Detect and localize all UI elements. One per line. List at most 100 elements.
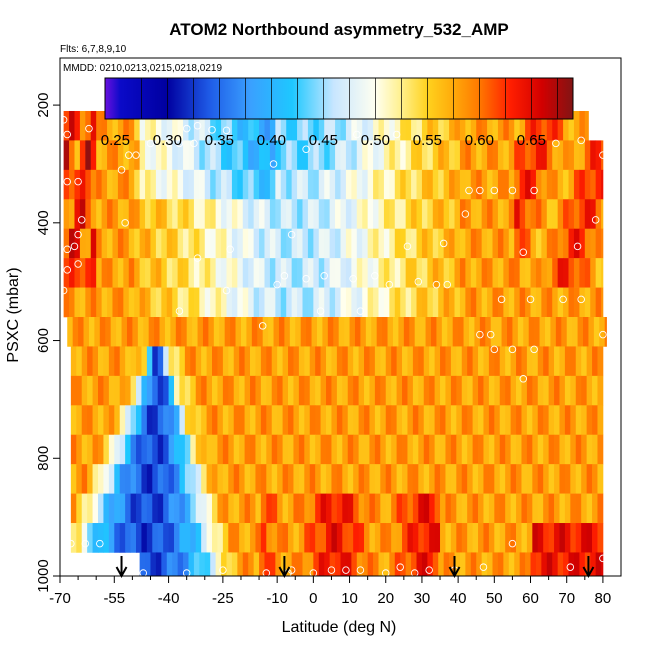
heatmap-cell xyxy=(581,346,588,377)
heatmap-cell xyxy=(195,375,202,406)
heatmap-cell xyxy=(411,169,417,200)
heatmap-cell xyxy=(461,346,468,377)
heatmap-cell xyxy=(179,464,186,494)
heatmap-cell xyxy=(96,199,103,229)
heatmap-cell xyxy=(233,434,240,465)
heatmap-cell xyxy=(239,523,245,553)
x-tick-label: 10 xyxy=(341,590,358,607)
profile-point xyxy=(559,295,567,304)
heatmap-cell xyxy=(351,140,358,171)
heatmap-cell xyxy=(454,140,461,171)
heatmap-cell xyxy=(423,346,430,377)
heatmap-cell xyxy=(288,375,294,406)
heatmap-cell xyxy=(519,199,526,229)
heatmap-cell xyxy=(123,258,130,288)
heatmap-cell xyxy=(63,228,70,259)
heatmap-cell xyxy=(264,552,271,577)
profile-point xyxy=(476,186,484,195)
heatmap-cell xyxy=(87,493,93,524)
heatmap-cell xyxy=(494,523,501,553)
heatmap-cell xyxy=(535,287,542,318)
heatmap-cell xyxy=(573,287,580,318)
heatmap-cell xyxy=(264,228,271,259)
heatmap-cell xyxy=(161,258,168,288)
y-axis-label: PSXC (mbar) xyxy=(5,267,22,362)
heatmap-cell xyxy=(201,346,207,377)
heatmap-cell xyxy=(476,258,483,288)
heatmap-cell xyxy=(554,434,560,465)
heatmap-cell xyxy=(564,434,571,465)
heatmap-cell xyxy=(152,464,159,494)
heatmap-cell xyxy=(172,169,179,200)
heatmap-cell xyxy=(378,228,385,259)
heatmap-cell xyxy=(497,199,504,229)
profile-point xyxy=(342,566,350,574)
heatmap-cell xyxy=(347,493,354,524)
heatmap-cell xyxy=(313,228,320,259)
heatmap-cell xyxy=(364,346,370,377)
heatmap-cell xyxy=(478,493,484,524)
heatmap-cell xyxy=(74,258,81,288)
heatmap-cell xyxy=(586,375,593,406)
heatmap-cell xyxy=(411,552,417,577)
heatmap-cell xyxy=(429,493,435,524)
heatmap-cell xyxy=(134,228,141,259)
heatmap-cell xyxy=(497,169,504,200)
heatmap-cell xyxy=(177,199,184,229)
heatmap-cell xyxy=(407,464,414,494)
heatmap-cell xyxy=(315,523,321,553)
heatmap-cell xyxy=(554,346,560,377)
heatmap-cell xyxy=(487,199,493,229)
heatmap-cell xyxy=(526,523,533,553)
heatmap-cell xyxy=(418,464,425,494)
heatmap-cell xyxy=(450,434,457,465)
profile-point xyxy=(566,563,575,571)
heatmap-cell xyxy=(166,140,173,171)
heatmap-cell xyxy=(546,258,553,288)
heatmap-cell xyxy=(291,228,298,259)
heatmap-cell xyxy=(139,169,146,200)
x-tick-label: -70 xyxy=(49,590,71,607)
heatmap-cell xyxy=(248,228,255,259)
heatmap-cell xyxy=(166,199,173,229)
heatmap-cell xyxy=(248,169,255,200)
heatmap-cell xyxy=(244,523,251,553)
profile-point xyxy=(356,566,365,574)
heatmap-cell xyxy=(597,375,604,406)
heatmap-cell xyxy=(108,405,115,436)
heatmap-cell xyxy=(237,258,244,288)
heatmap-cell xyxy=(164,317,171,347)
heatmap-cell xyxy=(190,523,197,553)
heatmap-cell xyxy=(470,258,477,288)
heatmap-cell xyxy=(141,346,148,377)
heatmap-cell xyxy=(590,287,597,318)
heatmap-cell xyxy=(179,434,186,465)
heatmap-cell xyxy=(253,258,260,288)
heatmap-cell xyxy=(340,287,347,318)
profile-point xyxy=(439,239,448,248)
heatmap-cell xyxy=(307,258,314,288)
heatmap-cell xyxy=(367,199,374,229)
heatmap-cell xyxy=(70,523,77,553)
heatmap-cell xyxy=(179,346,186,377)
heatmap-cell xyxy=(380,405,387,436)
heatmap-cell xyxy=(340,140,347,171)
y-tick-label: 400 xyxy=(35,210,52,235)
heatmap-cell xyxy=(563,552,569,577)
heatmap-cell xyxy=(573,110,580,141)
heatmap-cell xyxy=(183,552,189,577)
heatmap-cell xyxy=(313,169,320,200)
heatmap-cell xyxy=(150,287,157,318)
heatmap-cell xyxy=(161,287,168,318)
heatmap-cell xyxy=(266,434,273,465)
heatmap-cell xyxy=(411,110,417,141)
heatmap-cell xyxy=(268,317,274,347)
heatmap-cell xyxy=(385,375,392,406)
heatmap-cell xyxy=(201,523,207,553)
heatmap-cell xyxy=(349,317,356,347)
heatmap-cell xyxy=(92,375,99,406)
heatmap-cell xyxy=(373,110,379,141)
heatmap-cell xyxy=(96,258,103,288)
heatmap-cell xyxy=(601,140,604,171)
heatmap-cell xyxy=(309,464,316,494)
